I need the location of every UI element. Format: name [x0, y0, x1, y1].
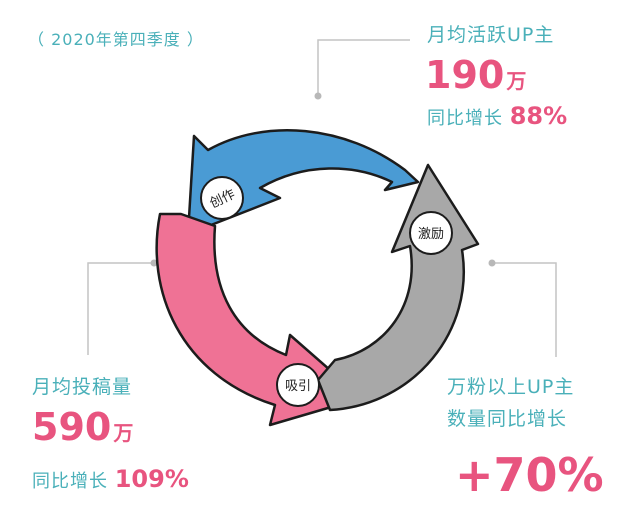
- bottom-right-label-line2: 数量同比增长: [447, 408, 568, 430]
- blue-arrow: [186, 129, 420, 236]
- top-right-unit: 万: [506, 69, 527, 93]
- connector-right: [492, 262, 557, 357]
- connector-top: [317, 39, 410, 96]
- attract-label: 吸引: [285, 379, 311, 394]
- create-badge: 创作: [200, 176, 244, 220]
- inspire-badge: 激励: [409, 211, 453, 255]
- top-right-growth: 同比增长 88%: [427, 102, 567, 130]
- top-right-growth-label: 同比增长: [427, 108, 503, 129]
- bottom-right-value: +70%: [455, 448, 604, 502]
- period-label: （ 2020年第四季度 ）: [28, 30, 204, 49]
- top-right-value: 190 万: [425, 56, 526, 94]
- top-right-number: 190: [425, 53, 505, 97]
- bottom-left-growth: 同比增长 109%: [32, 465, 189, 493]
- top-right-growth-value: 88%: [509, 102, 568, 130]
- attract-badge: 吸引: [276, 363, 320, 407]
- bottom-left-growth-label: 同比增长: [32, 471, 108, 492]
- bottom-left-label: 月均投稿量: [32, 376, 133, 398]
- bottom-left-value: 590 万: [32, 408, 133, 446]
- bottom-right-label-line1: 万粉以上UP主: [447, 376, 575, 398]
- connector-left: [87, 262, 154, 355]
- connector-dot-left: [150, 259, 158, 267]
- bottom-left-unit: 万: [113, 421, 134, 445]
- inspire-label: 激励: [418, 227, 444, 242]
- connector-lines: [87, 39, 557, 357]
- bottom-left-growth-value: 109%: [114, 465, 189, 493]
- connector-dot-top: [314, 92, 322, 100]
- top-right-label: 月均活跃UP主: [427, 24, 555, 46]
- bottom-left-number: 590: [32, 405, 112, 449]
- connector-dot-right: [488, 259, 496, 267]
